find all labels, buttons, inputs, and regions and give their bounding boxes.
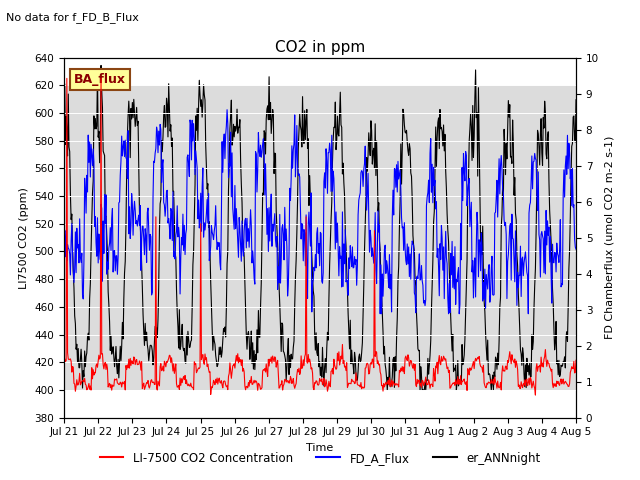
Title: CO2 in ppm: CO2 in ppm — [275, 40, 365, 55]
Legend: LI-7500 CO2 Concentration, FD_A_Flux, er_ANNnight: LI-7500 CO2 Concentration, FD_A_Flux, er… — [95, 447, 545, 469]
Text: BA_flux: BA_flux — [74, 73, 126, 86]
Text: No data for f_FD_B_Flux: No data for f_FD_B_Flux — [6, 12, 140, 23]
X-axis label: Time: Time — [307, 443, 333, 453]
Y-axis label: LI7500 CO2 (ppm): LI7500 CO2 (ppm) — [19, 187, 29, 288]
Y-axis label: FD Chamberflux (umol CO2 m-2 s-1): FD Chamberflux (umol CO2 m-2 s-1) — [604, 136, 614, 339]
Bar — [64, 85, 576, 390]
